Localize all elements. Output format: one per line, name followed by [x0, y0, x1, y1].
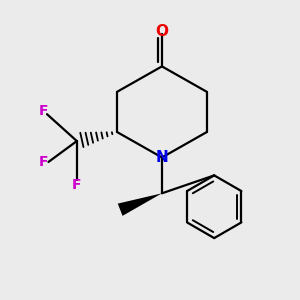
Text: F: F: [38, 155, 48, 169]
Text: O: O: [155, 24, 168, 39]
Text: F: F: [72, 178, 82, 192]
Text: F: F: [39, 104, 48, 118]
Polygon shape: [118, 193, 162, 216]
Text: N: N: [156, 150, 168, 165]
